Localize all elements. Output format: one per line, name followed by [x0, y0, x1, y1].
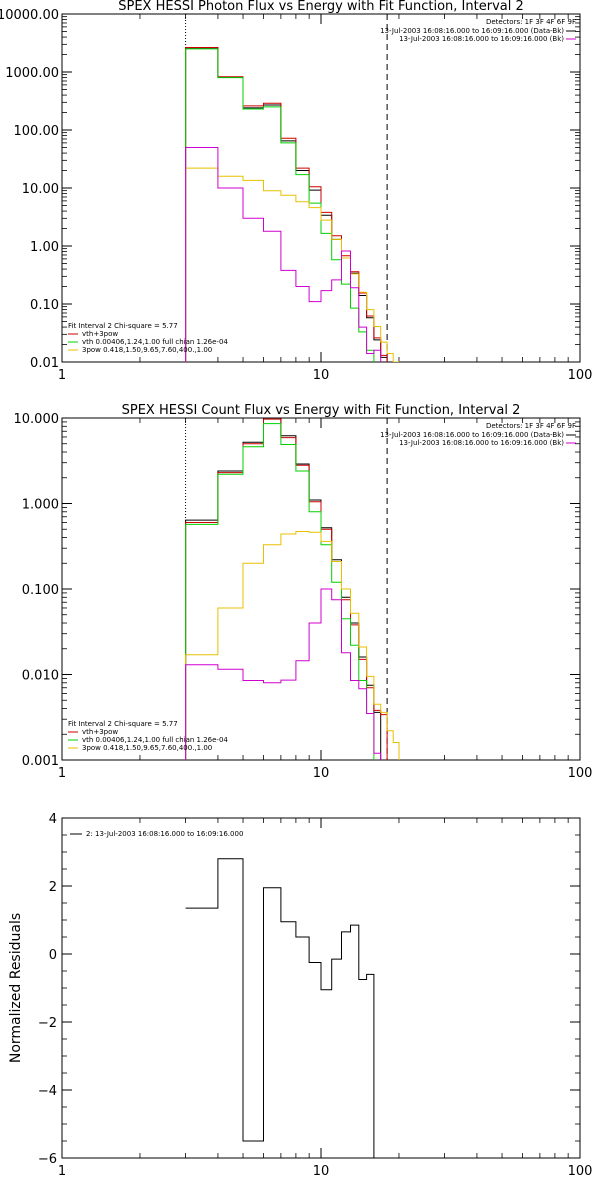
legend-entry: 13-Jul-2003 16:08:16.000 to 16:09:16.000…: [399, 35, 564, 43]
y-tick-label: 0.01: [30, 356, 59, 371]
legend-entry: 3pow 0.418,1.50,9.65,7.60,400.,1.00: [82, 744, 212, 752]
chart-panel-2: SPEX HESSI Count Flux vs Energy with Fit…: [14, 403, 593, 781]
x-tick-label: 1: [58, 1164, 66, 1179]
y-tick-label: 4: [49, 812, 57, 827]
series-vth: [185, 48, 375, 362]
y-axis-label: Normalized Residuals: [8, 913, 24, 1063]
x-tick-label: 1: [58, 766, 66, 781]
legend-entry: vth+3pow: [82, 330, 118, 338]
y-tick-label: −6: [38, 1152, 57, 1167]
series-data-bk: [185, 418, 382, 760]
y-tick-label: 0.10: [30, 298, 59, 313]
chart-panel-1: SPEX HESSI Photon Flux vs Energy with Fi…: [0, 0, 592, 383]
legend-entry: 13-Jul-2003 16:08:16.000 to 16:09:16.000…: [380, 27, 564, 35]
legend-bottom-left: Fit Interval 2 Chi-square = 5.77vth+3pow…: [68, 720, 228, 752]
series-vth-3pow: [185, 418, 388, 760]
legend-fit-header: Fit Interval 2 Chi-square = 5.77: [68, 322, 178, 330]
y-tick-label: 1.000: [22, 498, 59, 513]
y-tick-label: 0.010: [22, 669, 59, 684]
data-series-group: [185, 418, 400, 760]
legend-entry: 2: 13-Jul-2003 16:08:16.000 to 16:09:16.…: [86, 830, 243, 838]
legend-entry: vth+3pow: [82, 728, 118, 736]
data-series-group: [185, 858, 375, 1158]
legend-entry: 3pow 0.418,1.50,9.65,7.60,400.,1.00: [82, 346, 212, 354]
legend-entry: 13-Jul-2003 16:08:16.000 to 16:09:16.000…: [399, 439, 564, 447]
series-3pow: [185, 167, 400, 362]
y-tick-label: 0.001: [22, 754, 59, 769]
series-vth: [185, 423, 375, 760]
chart-title: SPEX HESSI Count Flux vs Energy with Fit…: [122, 403, 521, 418]
x-tick-label: 10: [313, 1164, 330, 1179]
y-tick-label: 10.00: [22, 182, 59, 197]
legend-bottom-left: Fit Interval 2 Chi-square = 5.77vth+3pow…: [68, 322, 228, 354]
y-tick-label: 0: [49, 948, 57, 963]
legend-entry: vth 0.00406,1.24,1.00 full chian 1.26e-0…: [82, 338, 228, 346]
series-3pow: [185, 531, 400, 760]
x-tick-label: 100: [568, 766, 593, 781]
chart-panel-3: 1 10 100 −6 −4 −2 0 2 4 Normalized Residuals 2: 13…: [8, 812, 592, 1179]
series-residuals: [185, 858, 375, 1158]
legend-top-left: 2: 13-Jul-2003 16:08:16.000 to 16:09:16.…: [70, 830, 243, 838]
x-tick-label: 10: [313, 368, 330, 383]
y-tick-label: 10000.00: [0, 8, 59, 23]
series-vth-3pow: [185, 47, 388, 362]
x-tick-label: 1: [58, 368, 66, 383]
y-tick-label: 1000.00: [5, 66, 59, 81]
data-series-group: [185, 47, 400, 362]
series-bk: [185, 147, 382, 362]
legend-fit-header: Fit Interval 2 Chi-square = 5.77: [68, 720, 178, 728]
x-tick-label: 10: [313, 766, 330, 781]
y-tick-label: 2: [49, 880, 57, 895]
legend-detectors: Detectors: 1F 3F 4F 6F 9F: [486, 422, 576, 430]
y-tick-label: 100.00: [14, 124, 60, 139]
y-tick-label: 1.00: [30, 240, 59, 255]
series-bk: [185, 588, 382, 760]
chart-title: SPEX HESSI Photon Flux vs Energy with Fi…: [118, 0, 524, 14]
series-data-bk: [185, 47, 388, 362]
legend-entry: 13-Jul-2003 16:08:16.000 to 16:09:16.000…: [380, 431, 564, 439]
x-tick-label: 100: [568, 368, 593, 383]
y-tick-label: 10.000: [14, 412, 60, 427]
y-tick-label: −2: [38, 1016, 57, 1031]
y-tick-label: −4: [38, 1084, 57, 1099]
x-tick-label: 100: [568, 1164, 593, 1179]
legend-detectors: Detectors: 1F 3F 4F 6F 9F: [486, 18, 576, 26]
legend-entry: vth 0.00406,1.24,1.00 full chian 1.26e-0…: [82, 736, 228, 744]
y-tick-label: 0.100: [22, 583, 59, 598]
